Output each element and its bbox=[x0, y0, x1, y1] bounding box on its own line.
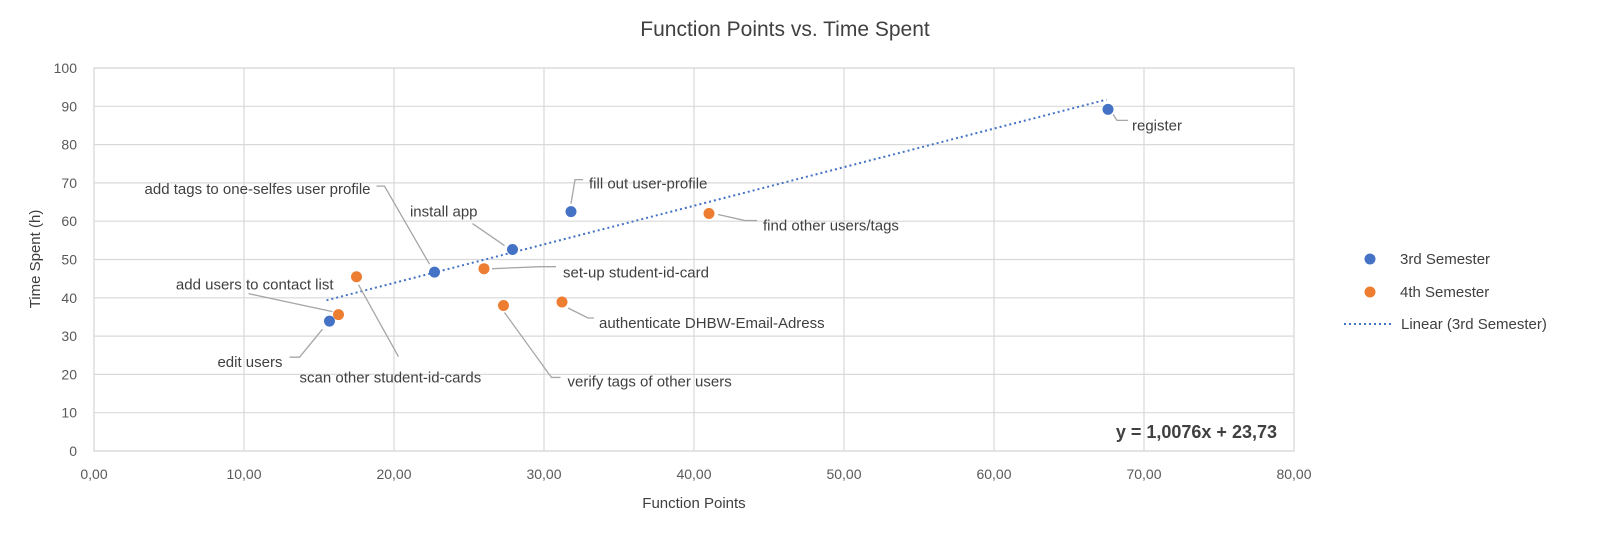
trendline-equation: y = 1,0076x + 23,73 bbox=[1116, 422, 1277, 442]
y-tick-label: 60 bbox=[61, 213, 77, 229]
leader-line bbox=[248, 293, 333, 313]
x-tick-label: 40,00 bbox=[676, 466, 711, 482]
y-tick-label: 80 bbox=[61, 137, 77, 153]
y-tick-label: 20 bbox=[61, 366, 77, 382]
data-label: scan other student-id-cards bbox=[300, 370, 482, 387]
legend: 3rd Semester 4th Semester Linear (3rd Seme… bbox=[1344, 251, 1547, 333]
legend-marker-3rd-semester bbox=[1364, 253, 1376, 265]
data-point-4th-semester bbox=[333, 309, 344, 321]
x-axis-title: Function Points bbox=[642, 495, 745, 512]
chart-title: Function Points vs. Time Spent bbox=[640, 18, 930, 41]
data-points bbox=[324, 103, 1114, 327]
y-tick-label: 30 bbox=[61, 328, 77, 344]
leader-line bbox=[503, 312, 561, 379]
legend-label: 3rd Semester bbox=[1400, 251, 1490, 268]
trendline-3rd-semester bbox=[326, 98, 1107, 302]
leader-line bbox=[491, 266, 556, 270]
data-label: register bbox=[1132, 117, 1182, 134]
y-tick-label: 0 bbox=[69, 443, 77, 459]
leader-line bbox=[570, 178, 583, 204]
data-label: set-up student-id-card bbox=[563, 265, 709, 282]
legend-marker-4th-semester bbox=[1364, 286, 1376, 298]
data-label: authenticate DHBW-Email-Adress bbox=[599, 315, 825, 332]
data-label: edit users bbox=[217, 354, 282, 371]
data-point-4th-semester bbox=[556, 296, 568, 308]
legend-label: 4th Semester bbox=[1400, 284, 1489, 301]
leader-line bbox=[289, 328, 324, 358]
data-label: verify tags of other users bbox=[568, 373, 732, 390]
data-labels: edit users add tags to one-selfes user pr… bbox=[145, 117, 1183, 390]
data-point-3rd-semester bbox=[324, 315, 335, 327]
tick-labels: 0 10 20 30 40 50 60 70 80 90 100 0,00 10,00 20,00 30,0… bbox=[54, 60, 1312, 482]
x-tick-label: 10,00 bbox=[226, 466, 261, 482]
trendline-group bbox=[326, 98, 1107, 302]
data-point-4th-semester bbox=[703, 208, 715, 220]
data-label: add users to contact list bbox=[176, 277, 334, 294]
y-tick-label: 90 bbox=[61, 98, 77, 114]
data-label: find other users/tags bbox=[763, 218, 899, 235]
x-tick-label: 20,00 bbox=[376, 466, 411, 482]
data-label: add tags to one-selfes user profile bbox=[145, 181, 371, 198]
leader-line bbox=[717, 213, 757, 222]
leader-lines bbox=[248, 114, 1128, 379]
y-tick-label: 100 bbox=[54, 60, 78, 76]
axes bbox=[93, 67, 1295, 452]
leader-line bbox=[357, 284, 400, 358]
y-tick-label: 50 bbox=[61, 252, 77, 268]
data-point-3rd-semester bbox=[565, 206, 577, 218]
y-tick-label: 10 bbox=[61, 405, 77, 421]
y-tick-label: 70 bbox=[61, 175, 77, 191]
leader-line bbox=[567, 307, 594, 319]
x-tick-label: 70,00 bbox=[1126, 466, 1161, 482]
data-label: fill out user-profile bbox=[589, 176, 707, 193]
x-tick-label: 80,00 bbox=[1276, 466, 1311, 482]
leader-line bbox=[472, 223, 505, 247]
leader-line bbox=[1112, 114, 1128, 122]
x-tick-label: 50,00 bbox=[826, 466, 861, 482]
data-point-4th-semester bbox=[478, 263, 490, 275]
data-point-3rd-semester bbox=[507, 244, 518, 256]
data-label: install app bbox=[410, 204, 478, 221]
y-tick-label: 40 bbox=[61, 290, 77, 306]
data-point-3rd-semester bbox=[1102, 103, 1114, 115]
y-axis-title: Time Spent (h) bbox=[27, 210, 44, 309]
legend-label: Linear (3rd Semester) bbox=[1401, 316, 1547, 333]
data-point-4th-semester bbox=[498, 299, 509, 311]
x-tick-label: 0,00 bbox=[80, 466, 107, 482]
leader-line bbox=[376, 185, 431, 265]
gridlines bbox=[93, 67, 1295, 452]
plot-area-border bbox=[93, 67, 1295, 452]
x-tick-label: 30,00 bbox=[526, 466, 561, 482]
data-point-4th-semester bbox=[351, 271, 362, 283]
x-tick-label: 60,00 bbox=[976, 466, 1011, 482]
data-point-3rd-semester bbox=[429, 266, 440, 278]
